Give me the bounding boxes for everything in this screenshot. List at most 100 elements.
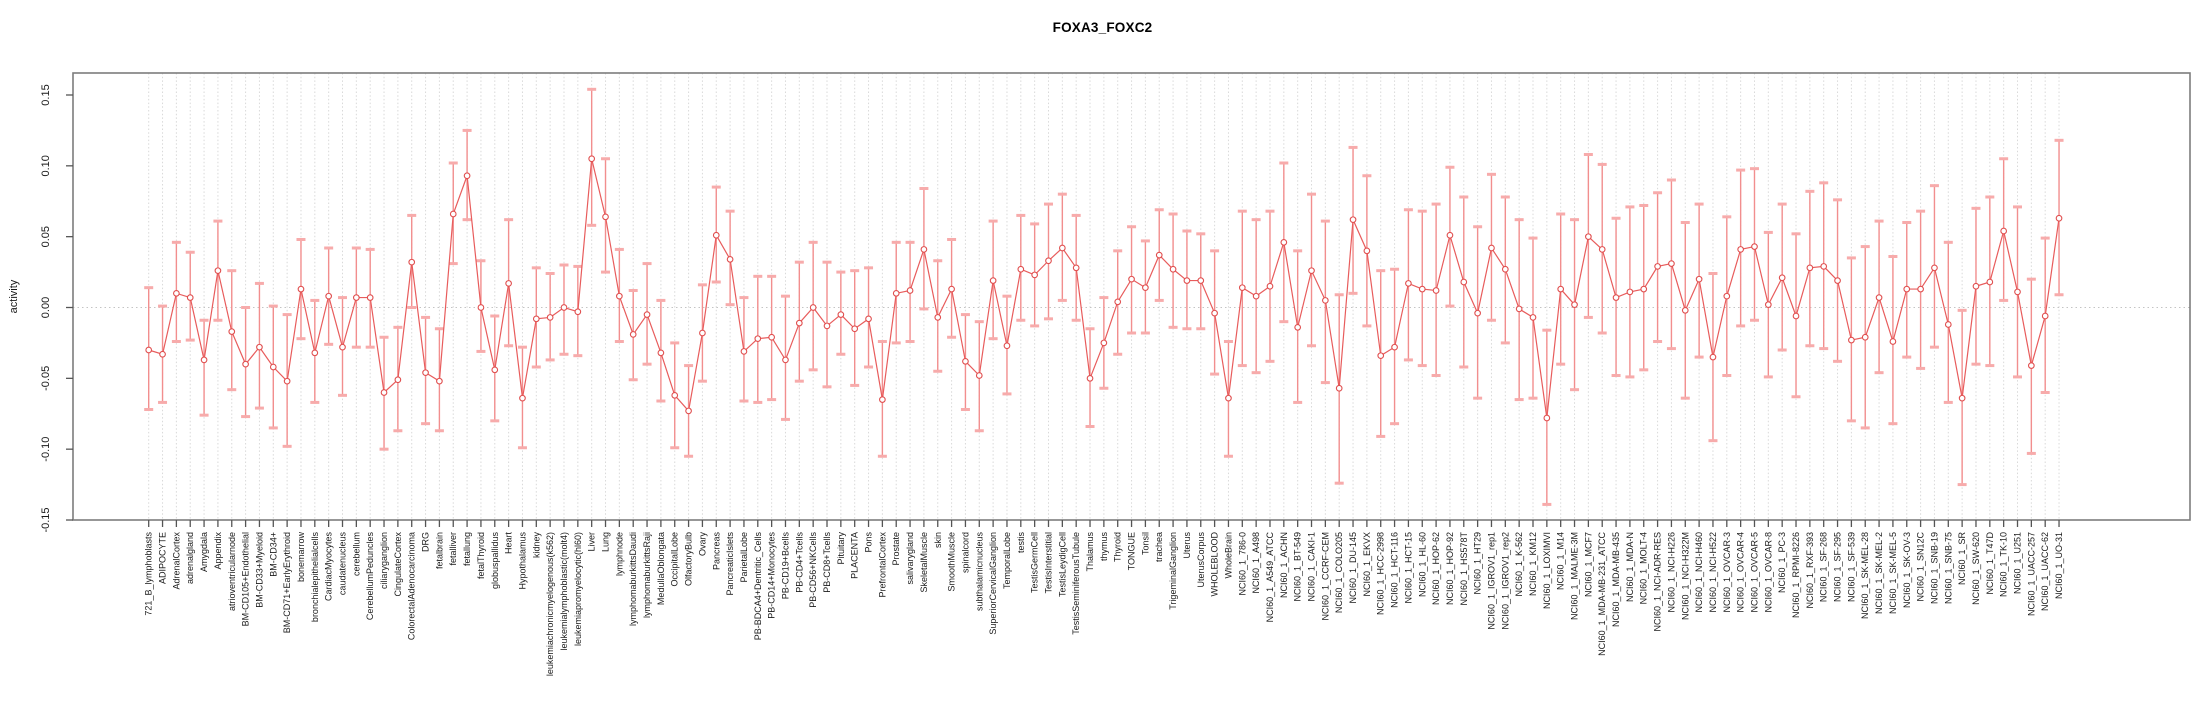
data-point — [1391, 343, 1398, 351]
x-tick-label: UterusCorpus — [1196, 532, 1206, 588]
x-tick-label: NCI60_1_HL-60 — [1417, 532, 1427, 597]
data-point — [1861, 333, 1869, 341]
data-point — [1571, 301, 1578, 309]
x-tick-label: NCI60_1_K-562 — [1514, 532, 1524, 597]
x-tick-label: NCI60_1_LOXIMVI — [1542, 532, 1552, 609]
x-tick-label: NCI60_1_U251 — [2013, 532, 2023, 594]
data-point — [1349, 216, 1357, 224]
data-point — [1792, 312, 1800, 320]
x-tick-label: NCI60_1_NCI-H522 — [1708, 532, 1718, 613]
x-tick-label: NCI60_1_SF-295 — [1833, 532, 1843, 602]
data-point — [325, 292, 333, 300]
x-tick-label: NCI60_1_UACC-257 — [2026, 532, 2036, 616]
data-point — [726, 255, 734, 263]
data-points — [145, 155, 2063, 422]
x-tick-label: PB-CD14+Monocytes — [767, 532, 777, 619]
data-point — [685, 407, 692, 415]
x-tick-label: Pituitary — [836, 532, 846, 565]
x-tick-label: BM-CD105+Endothelial — [241, 532, 251, 626]
x-tick-label: lymphomaburkittsRaji — [642, 532, 652, 618]
x-tick-label: fetalliver — [448, 532, 458, 566]
x-tick-label: NCI60_1_M14 — [1556, 532, 1566, 590]
data-point — [1640, 285, 1648, 293]
data-point — [1529, 314, 1537, 321]
data-point — [643, 311, 651, 318]
data-point — [2000, 227, 2008, 235]
x-tick-label: SuperiorCervicalGanglion — [988, 532, 998, 635]
x-axis-labels: 721_B_lymphoblasts ADIPOCYTE AdrenalCortex… — [144, 532, 2064, 677]
data-point — [1986, 278, 1994, 286]
x-tick-label: PB-CD4+Tcells — [794, 532, 804, 593]
data-point — [1972, 282, 1980, 290]
data-point — [186, 294, 194, 301]
y-tick-label: 0.00 — [40, 297, 52, 318]
data-point — [1432, 287, 1440, 294]
data-point — [782, 356, 789, 364]
x-tick-label: testis — [1016, 532, 1026, 554]
data-point — [809, 304, 817, 311]
x-tick-label: OccipitalLobe — [670, 532, 680, 587]
data-point — [1003, 342, 1011, 350]
data-point — [339, 343, 346, 351]
x-tick-label: Uterus — [1182, 532, 1192, 559]
data-point — [1072, 264, 1080, 272]
x-tick-label: TemporalLobe — [1002, 532, 1012, 589]
x-tick-label: NCI60_1_COLO205 — [1334, 532, 1344, 613]
y-axis-title: activity — [8, 279, 20, 313]
x-tick-label: Liver — [587, 532, 597, 552]
x-tick-label: NCI60_1_UACC-62 — [2040, 532, 2050, 611]
data-point — [1515, 305, 1523, 313]
x-tick-label: NCI60_1_SW-620 — [1971, 532, 1981, 605]
data-point — [256, 343, 263, 351]
data-point — [200, 356, 208, 364]
x-tick-label: SkeletalMuscle — [919, 532, 929, 593]
data-point — [1695, 275, 1703, 283]
data-point — [892, 289, 900, 297]
data-point — [865, 315, 872, 323]
data-point — [1100, 339, 1108, 347]
x-tick-label: trachea — [1154, 532, 1164, 562]
x-tick-label: NCI60_1_RPMI-8226 — [1791, 532, 1801, 618]
x-tick-label: lymphomaburkittsDaudi — [628, 532, 638, 626]
x-tick-label: NCI60_1_SF-268 — [1819, 532, 1829, 602]
x-tick-label: atrioventricularnode — [227, 532, 237, 611]
x-tick-label: leukemialymphoblastic(molt4) — [559, 532, 569, 651]
data-point — [906, 287, 914, 294]
x-tick-label: WholeBrain — [1223, 532, 1233, 579]
data-point — [1723, 292, 1731, 300]
x-tick-label: kidney — [531, 532, 541, 559]
chart-title: FOXA3_FOXC2 — [1052, 20, 1153, 35]
x-tick-label: bronchialepithelialcells — [310, 532, 320, 623]
x-tick-label: NCI60_1_MDA-N — [1625, 532, 1635, 602]
x-tick-label: BM-CD34+ — [268, 532, 278, 577]
data-point — [1238, 284, 1246, 292]
x-tick-label: fetalThyroid — [476, 532, 486, 579]
data-point — [1405, 280, 1412, 287]
data-point — [920, 246, 928, 253]
data-point — [1820, 263, 1828, 270]
x-tick-label: NCI60_1_UO-31 — [2054, 532, 2064, 599]
x-tick-label: Thalamus — [1085, 532, 1095, 572]
data-point — [629, 331, 637, 338]
data-point — [408, 258, 416, 266]
data-point — [989, 277, 997, 284]
x-tick-label: cerebellum — [351, 532, 361, 576]
data-point — [823, 322, 831, 330]
data-point — [519, 394, 526, 402]
x-tick-label: NCI60_1_SN12C — [1916, 532, 1926, 602]
data-point — [1944, 321, 1952, 328]
x-tick-label: NCI60_1_A498 — [1251, 532, 1261, 594]
data-point — [380, 389, 388, 396]
x-tick-label: NCI60_1_OVCAR-8 — [1763, 532, 1773, 613]
x-tick-label: spinalcord — [960, 532, 970, 573]
x-tick-label: NCI60_1_BT-549 — [1293, 532, 1303, 602]
data-point — [1681, 306, 1689, 314]
x-tick-label: Thyroid — [1113, 532, 1123, 562]
data-point — [1017, 265, 1025, 273]
data-point — [1086, 374, 1094, 382]
x-tick-label: NCI60_1_MALME-3M — [1570, 532, 1580, 620]
x-tick-label: skin — [933, 532, 943, 548]
x-tick-label: AdrenalCortex — [171, 532, 181, 590]
x-tick-label: salivarygland — [905, 532, 915, 585]
